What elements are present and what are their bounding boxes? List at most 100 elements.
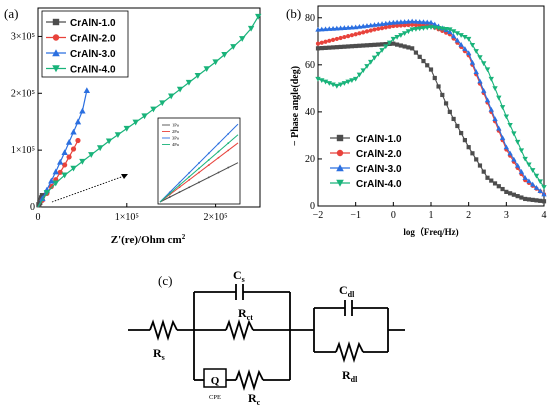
inset-lines <box>159 123 239 203</box>
panel-b-data-point <box>401 19 408 24</box>
panel-b-data-point <box>401 31 408 36</box>
panel-b-data-point <box>447 109 452 114</box>
panel-a-ytick-label: 2×10⁵ <box>11 88 35 99</box>
panel-b-legend-label: CrAlN-1.0 <box>356 134 402 145</box>
panel-b-data-point <box>530 181 536 187</box>
panel-b-data-point <box>515 194 520 199</box>
panel-b-data-point <box>383 44 389 50</box>
panel-b-data-point <box>439 26 445 32</box>
label-cdl: Cdl <box>339 283 355 299</box>
panel-b-xtick-label: 4 <box>542 210 547 221</box>
panel-b-data-point <box>473 69 479 74</box>
panel-b-data-point <box>447 27 453 33</box>
panel-a-data-point <box>132 119 139 126</box>
inset-data-point <box>227 142 230 145</box>
panel-b-xtick-label: −1 <box>350 210 361 221</box>
panel-a-data-point <box>61 172 68 179</box>
panel-b-data-point <box>507 150 513 156</box>
panel-b-data-point <box>398 43 403 48</box>
panel-b-data-point <box>322 79 329 85</box>
panel-b-data-point <box>376 42 381 47</box>
panel-b-data-point <box>526 162 532 168</box>
panel-b-data-point <box>440 92 445 98</box>
panel-b-ylabel: − Phase angle(deg) <box>290 66 301 146</box>
panel-b-data-point <box>357 43 362 48</box>
panel-b-data-point <box>383 42 388 47</box>
panel-b-data-point <box>481 169 486 174</box>
panel-b-data-point <box>390 19 397 25</box>
resistor-rs <box>149 318 178 342</box>
panel-b-data-point <box>417 54 422 59</box>
panel-a-data-point <box>48 183 54 190</box>
legend-label: CrAlN-3.0 <box>70 49 116 60</box>
panel-b-data-point <box>375 51 381 57</box>
label-rc: Rc <box>248 391 261 407</box>
inset-data-point <box>178 181 181 184</box>
panel-b-data-point <box>395 42 400 47</box>
panel-b-data-point <box>379 26 385 31</box>
panel-b-data-point <box>488 106 494 112</box>
panel-b-data-point <box>420 19 427 25</box>
panel-b-data-point <box>424 25 430 31</box>
panel-b-data-point <box>368 22 374 28</box>
panel-b-data-point <box>522 175 528 180</box>
panel-a-ytick-label: 1×10⁵ <box>11 145 35 156</box>
panel-b-data-point <box>500 186 505 192</box>
panel-b-data-point <box>450 29 457 35</box>
panel-b-series-line <box>317 24 545 195</box>
panel-b-data-point <box>349 78 355 84</box>
panel-b-data-point <box>538 198 543 203</box>
panel-b-xlabel: log（Freq/Hz) <box>403 227 458 237</box>
panel-a-data-point <box>203 66 210 73</box>
panel-b-data-point <box>454 37 461 43</box>
panel-b-data-point <box>368 28 373 33</box>
panel-b-data-point <box>330 25 336 31</box>
inset-data-point <box>198 167 200 170</box>
panel-b-data-point <box>492 116 498 122</box>
inset-data-point <box>198 181 200 184</box>
panel-a-data-point <box>57 169 63 175</box>
panel-a-data-point <box>114 132 122 138</box>
resistor-rdl <box>335 340 364 364</box>
panel-b-data-point <box>481 61 487 67</box>
panel-b-data-point <box>379 48 385 53</box>
panel-b-data-point <box>383 20 389 26</box>
panel-b-data-point <box>514 162 521 168</box>
panel-b-data-point <box>361 30 366 35</box>
panel-b-xtick-label: 2 <box>466 210 471 221</box>
panel-b-data-point <box>534 198 539 203</box>
panel-b-data-point <box>518 168 525 174</box>
inset-data-point <box>217 156 220 159</box>
panel-b-ytick-label: 40 <box>305 107 315 118</box>
panel-a-series-line <box>37 90 88 208</box>
inset-data-point <box>168 196 171 198</box>
inset-data-point <box>217 171 220 174</box>
panel-b-data-point <box>541 199 547 204</box>
panel-b-data-point <box>334 36 339 42</box>
inset-data-point <box>188 186 191 189</box>
panel-b-data-point <box>465 50 472 56</box>
panel-b-data-point <box>360 23 366 29</box>
panel-a-data-point <box>88 152 95 158</box>
panel-a-data-point <box>105 138 113 145</box>
panel-b-data-point <box>345 79 351 85</box>
panel-b-data-point <box>315 26 321 32</box>
panel-b-data-point <box>503 144 510 150</box>
inset-data-point <box>227 132 230 135</box>
panel-b-legend-label: CrAlN-3.0 <box>356 164 402 175</box>
panel-b-data-point <box>346 34 351 39</box>
panel-b-data-point <box>337 82 344 88</box>
panel-b-data-point <box>364 43 370 48</box>
panel-b-data-point <box>371 22 378 27</box>
inset-pointer-arrowhead <box>121 174 128 179</box>
panel-a-data-point <box>66 154 72 160</box>
panel-a-data-point <box>79 107 86 114</box>
panel-a-data-point <box>123 125 130 132</box>
inset-data-point <box>227 166 230 169</box>
label-rct: Rct <box>238 306 253 322</box>
panel-b-data-point <box>319 78 325 84</box>
panel-b-data-point <box>507 122 513 128</box>
panel-b-data-point <box>436 84 441 89</box>
panel-b-series-line <box>317 43 545 202</box>
panel-b-data-point <box>473 49 479 54</box>
